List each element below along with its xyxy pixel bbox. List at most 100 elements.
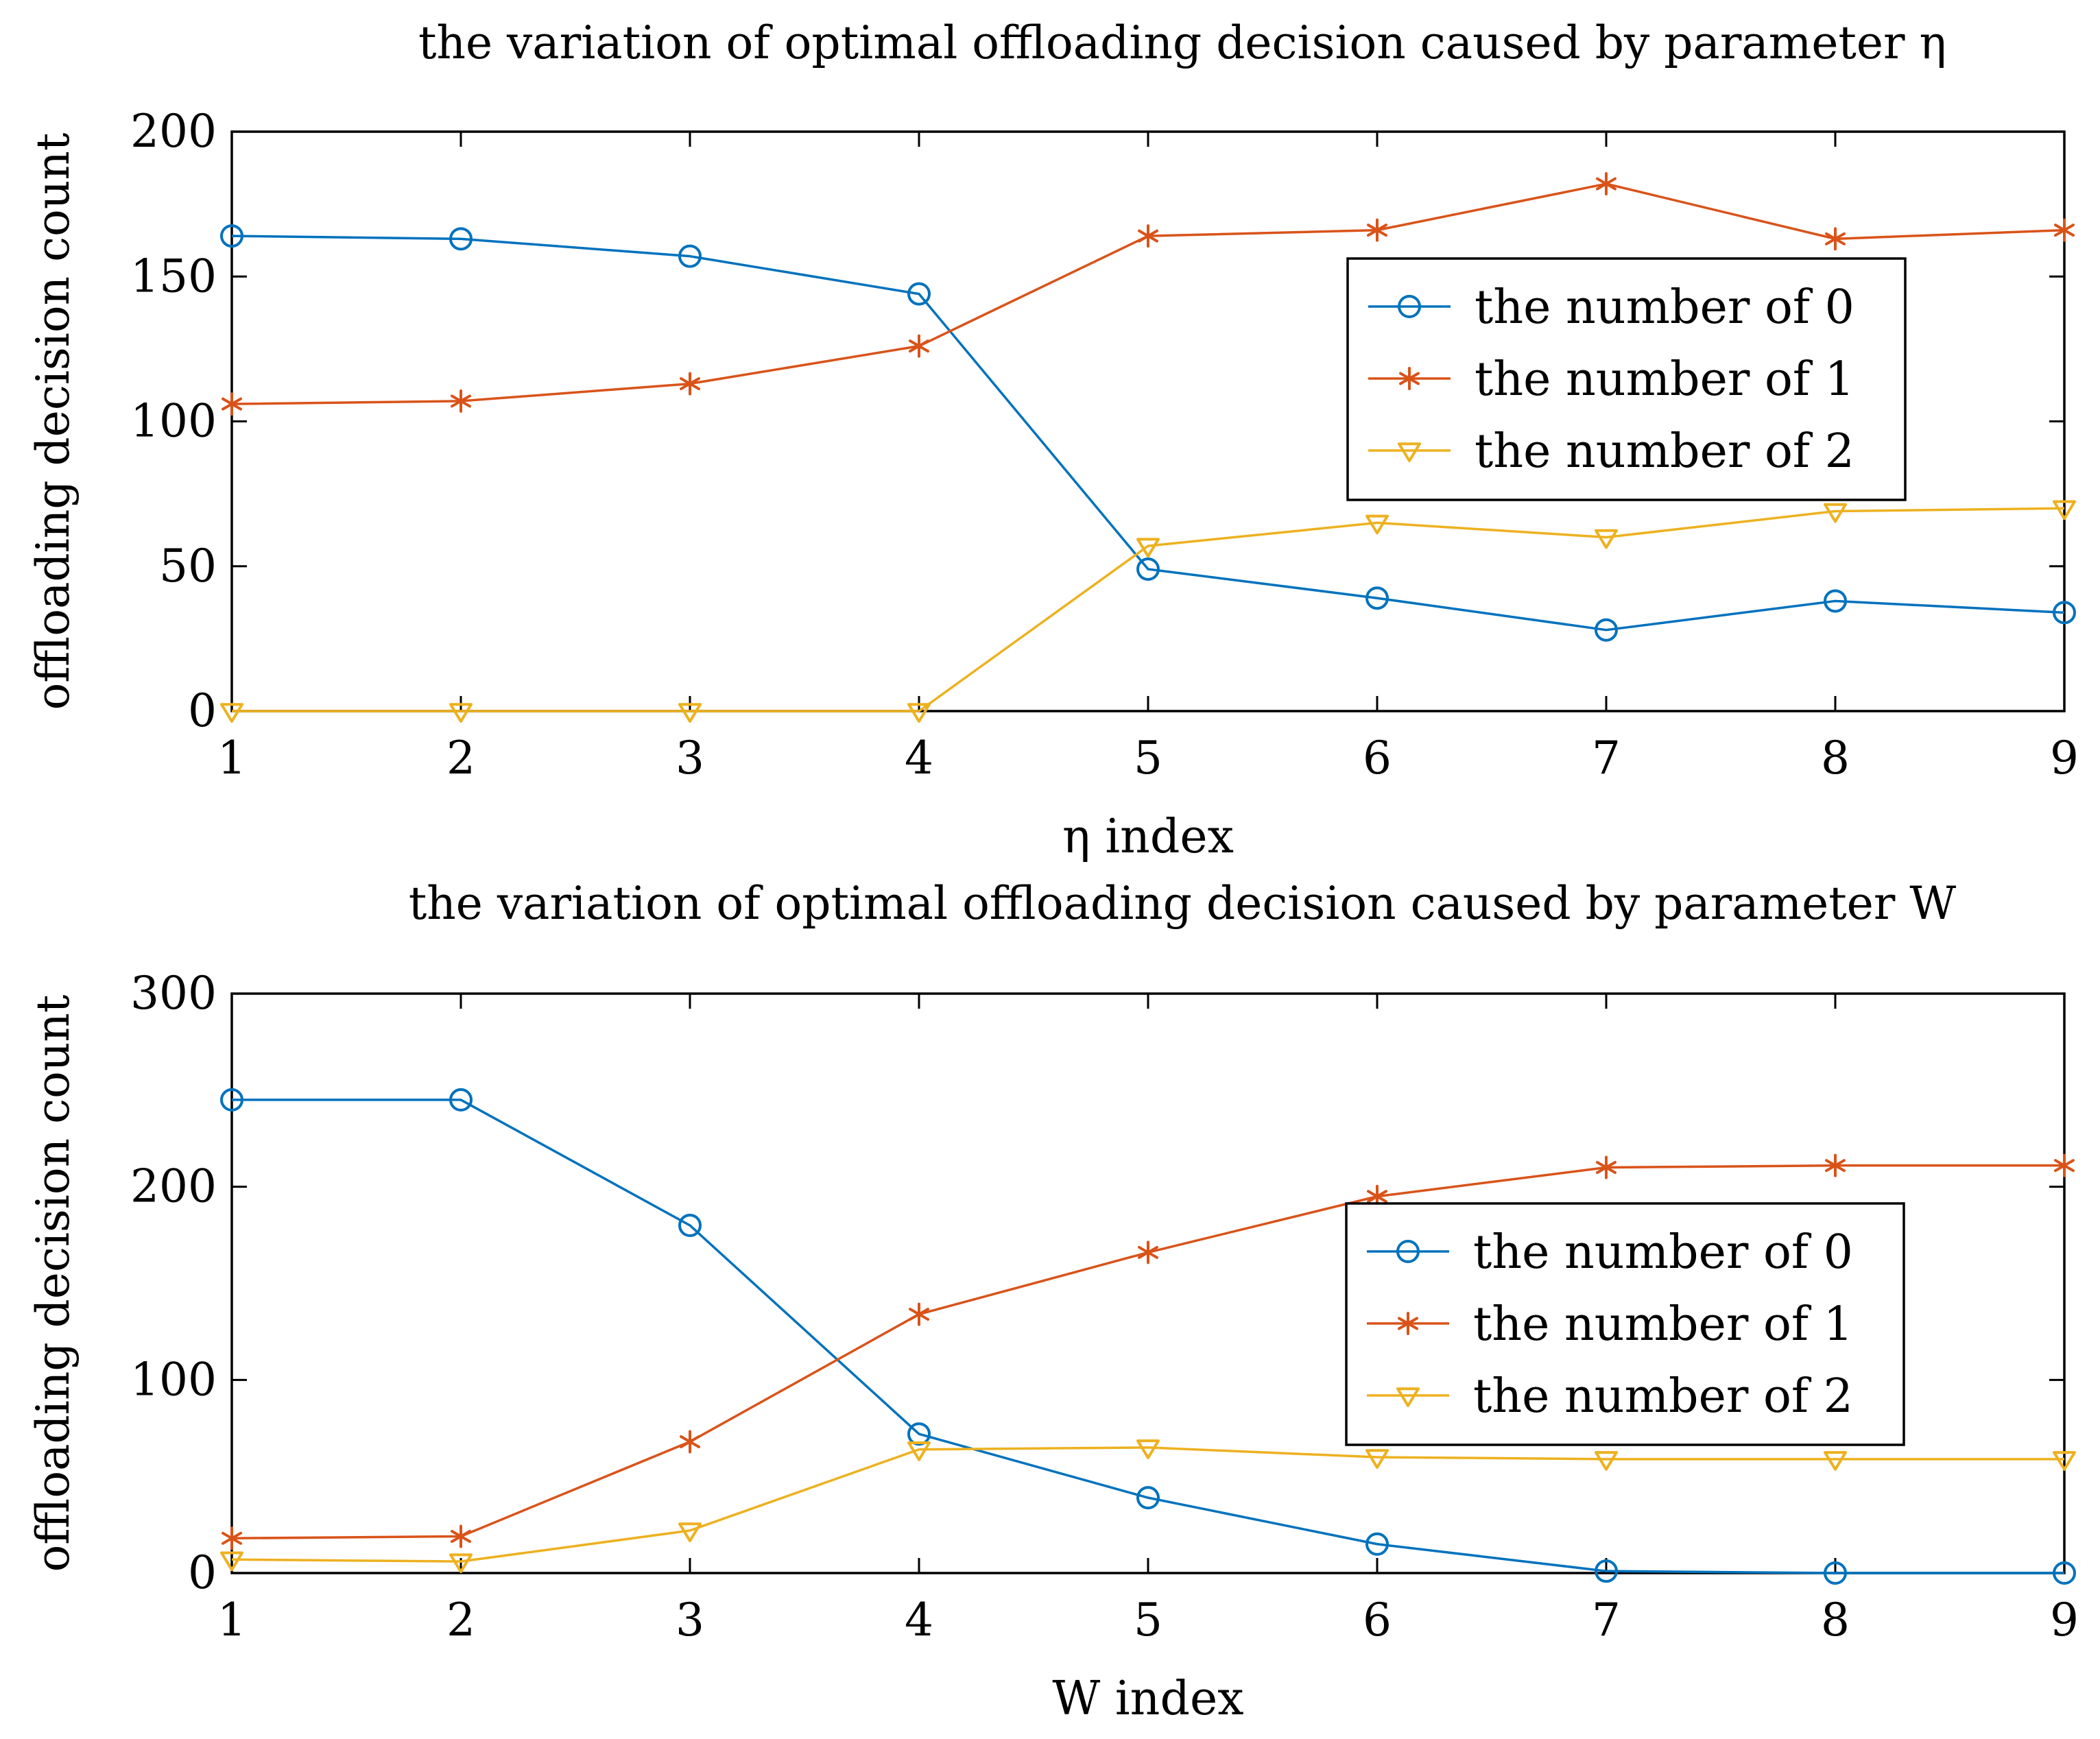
series-line bbox=[231, 1446, 2064, 1563]
x-tick-label: 5 bbox=[1134, 732, 1162, 784]
x-tick-label: 1 bbox=[217, 732, 246, 784]
data-point bbox=[1365, 514, 1389, 535]
x-tick-label: 7 bbox=[1592, 732, 1621, 784]
data-point bbox=[1595, 618, 1618, 642]
data-point bbox=[449, 227, 473, 251]
legend-item: the number of 0 bbox=[1367, 1225, 1853, 1280]
chart-2: the variation of optimal offloading deci… bbox=[27, 877, 2079, 1726]
data-point bbox=[1824, 503, 1847, 523]
x-tick-label: 4 bbox=[905, 732, 933, 784]
x-tick-label: 8 bbox=[1821, 732, 1850, 784]
series-1 bbox=[222, 172, 2075, 416]
asterisk-stroke bbox=[1596, 177, 1616, 191]
data-point bbox=[1825, 227, 1846, 251]
data-point bbox=[1824, 1561, 1847, 1585]
asterisk-stroke bbox=[1367, 224, 1387, 237]
legend-marker bbox=[1398, 295, 1421, 318]
asterisk-stroke bbox=[451, 1529, 471, 1543]
asterisk-stroke bbox=[1367, 1190, 1387, 1203]
legend-item: the number of 0 bbox=[1368, 280, 1854, 335]
legend-label: the number of 2 bbox=[1475, 424, 1854, 479]
legend-item: the number of 2 bbox=[1368, 424, 1854, 479]
data-point bbox=[2053, 500, 2076, 520]
y-tick-label: 0 bbox=[188, 1546, 217, 1599]
data-point bbox=[449, 1553, 473, 1574]
y-tick-label: 150 bbox=[130, 250, 217, 302]
data-point bbox=[907, 282, 931, 306]
data-point bbox=[1365, 586, 1389, 610]
chart-1: the variation of optimal offloading deci… bbox=[27, 16, 2079, 864]
asterisk-stroke bbox=[2054, 224, 2075, 237]
legend-marker bbox=[1399, 367, 1420, 390]
legend-label: the number of 1 bbox=[1475, 352, 1854, 407]
asterisk-stroke bbox=[1825, 232, 1846, 245]
data-point bbox=[449, 1088, 473, 1112]
x-tick-label: 4 bbox=[905, 1594, 933, 1646]
data-point bbox=[449, 703, 473, 723]
data-point bbox=[1824, 589, 1847, 613]
data-point bbox=[1138, 1240, 1158, 1264]
data-point bbox=[1595, 529, 1618, 549]
data-point bbox=[1367, 218, 1387, 242]
y-tick-label: 0 bbox=[188, 684, 217, 737]
data-point bbox=[1595, 1451, 1618, 1471]
data-point bbox=[678, 1522, 702, 1543]
legend: the number of 0 the number of 1 the number… bbox=[1346, 257, 1907, 501]
data-point bbox=[1596, 1155, 1616, 1179]
x-tick-label: 2 bbox=[446, 732, 475, 784]
legend-marker bbox=[1396, 1240, 1420, 1263]
asterisk-stroke bbox=[1138, 1245, 1158, 1259]
data-point bbox=[220, 224, 243, 248]
asterisk-stroke bbox=[1138, 229, 1158, 243]
data-point bbox=[909, 334, 929, 358]
y-tick-label: 50 bbox=[159, 540, 217, 592]
asterisk-stroke bbox=[1825, 1159, 1846, 1173]
asterisk-stroke bbox=[451, 394, 471, 408]
asterisk-stroke bbox=[680, 1435, 700, 1448]
data-point bbox=[222, 1526, 242, 1550]
data-point bbox=[220, 703, 243, 723]
series-line bbox=[232, 1099, 2064, 1574]
data-point bbox=[1138, 224, 1158, 248]
data-point bbox=[1365, 1532, 1389, 1556]
legend-label: the number of 0 bbox=[1475, 280, 1854, 335]
asterisk-stroke bbox=[1596, 1161, 1616, 1174]
series-line bbox=[232, 507, 2065, 712]
y-tick-label: 100 bbox=[130, 395, 217, 448]
data-point bbox=[220, 1551, 243, 1572]
data-point bbox=[680, 372, 700, 396]
x-tick-label: 5 bbox=[1134, 1594, 1162, 1646]
legend-marker bbox=[1398, 1312, 1418, 1335]
legend-item: the number of 2 bbox=[1367, 1369, 1853, 1424]
data-point bbox=[451, 1524, 471, 1548]
data-point bbox=[2054, 1153, 2075, 1177]
legend-item: the number of 1 bbox=[1367, 1297, 1853, 1352]
data-point bbox=[451, 389, 471, 413]
chart-title: the variation of optimal offloading deci… bbox=[418, 16, 1946, 69]
data-point bbox=[680, 1430, 700, 1454]
data-point bbox=[1824, 1451, 1847, 1471]
series-0 bbox=[220, 1088, 2076, 1585]
data-point bbox=[2054, 218, 2075, 242]
asterisk-stroke bbox=[909, 1308, 929, 1321]
data-point bbox=[907, 703, 931, 723]
asterisk-stroke bbox=[1399, 372, 1420, 385]
data-point bbox=[907, 1441, 931, 1461]
x-tick-label: 1 bbox=[217, 1594, 246, 1646]
data-point bbox=[1596, 172, 1616, 196]
data-point bbox=[678, 703, 702, 723]
data-point bbox=[2053, 1451, 2076, 1471]
legend: the number of 0 the number of 1 the number… bbox=[1345, 1202, 1905, 1446]
y-tick-label: 300 bbox=[130, 967, 217, 1020]
asterisk-stroke bbox=[2054, 1159, 2075, 1173]
x-tick-label: 6 bbox=[1363, 1594, 1392, 1646]
data-point bbox=[222, 392, 242, 416]
data-point bbox=[220, 1088, 243, 1112]
chart-title: the variation of optimal offloading deci… bbox=[409, 877, 1957, 930]
x-axis-label: W index bbox=[1052, 1672, 1243, 1726]
x-axis-label: η index bbox=[1062, 810, 1234, 864]
data-point bbox=[907, 1422, 931, 1446]
asterisk-stroke bbox=[909, 339, 929, 353]
